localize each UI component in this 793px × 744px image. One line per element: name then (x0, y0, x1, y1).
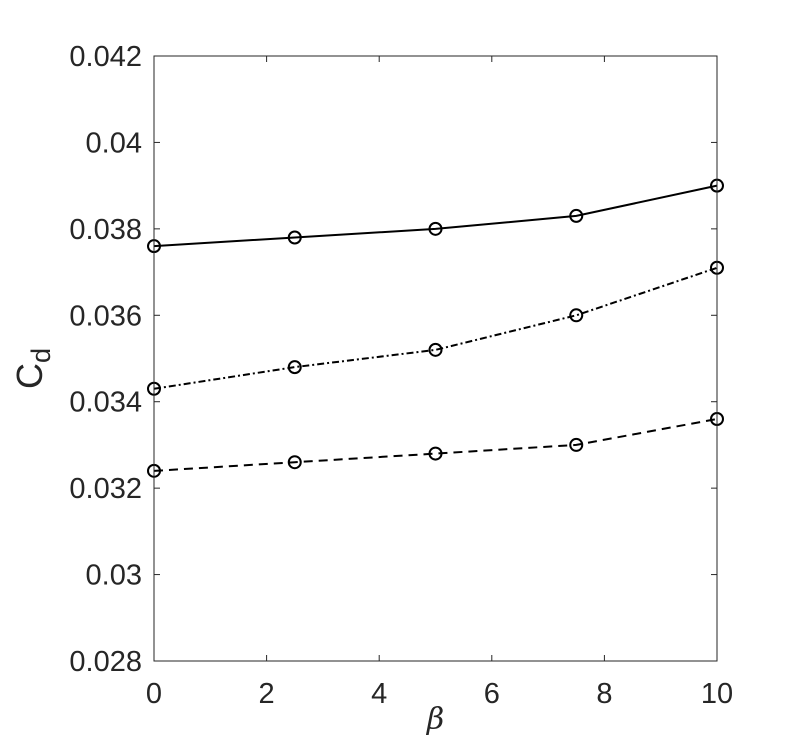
tick-layer: 0 2 4 6 8 10 0.028 0.03 0.032 0.034 0.036 0.038 0.04… (69, 41, 733, 710)
data-point-marker (428, 221, 443, 236)
series-2 (147, 260, 724, 396)
data-point-marker (428, 446, 443, 461)
y-tick-label: 0.028 (69, 646, 142, 678)
x-axis-label: β (426, 702, 444, 737)
series-line (153, 184, 718, 248)
x-tick-label: 8 (596, 678, 612, 710)
y-axis-label: Cd (9, 348, 56, 389)
data-point-marker (569, 308, 584, 323)
data-point-marker (287, 455, 302, 470)
series-line (153, 266, 718, 390)
data-point-marker (569, 208, 584, 223)
data-point-marker (287, 360, 302, 375)
y-tick-label: 0.04 (86, 127, 142, 159)
y-tick-label: 0.036 (69, 300, 142, 332)
y-tick-label: 0.038 (69, 214, 142, 246)
x-tick-label: 0 (146, 678, 162, 710)
label-layer: β Cd (9, 348, 444, 737)
plot-frame (153, 55, 718, 662)
x-tick-label: 6 (484, 678, 500, 710)
x-tick-label: 2 (259, 678, 275, 710)
y-tick-label: 0.034 (69, 387, 142, 419)
x-tick-label: 4 (371, 678, 387, 710)
y-tick-label: 0.042 (69, 41, 142, 73)
y-axis-label-main: C (9, 363, 50, 389)
y-axis-label-subscript: d (26, 348, 56, 363)
data-point-marker (428, 342, 443, 357)
series-layer (147, 178, 724, 478)
data-point-marker (569, 437, 584, 452)
y-tick-label: 0.03 (86, 560, 142, 592)
data-point-marker (287, 230, 302, 245)
series-line (153, 418, 718, 472)
x-tick-label: 10 (701, 678, 733, 710)
y-tick-label: 0.032 (69, 473, 142, 505)
